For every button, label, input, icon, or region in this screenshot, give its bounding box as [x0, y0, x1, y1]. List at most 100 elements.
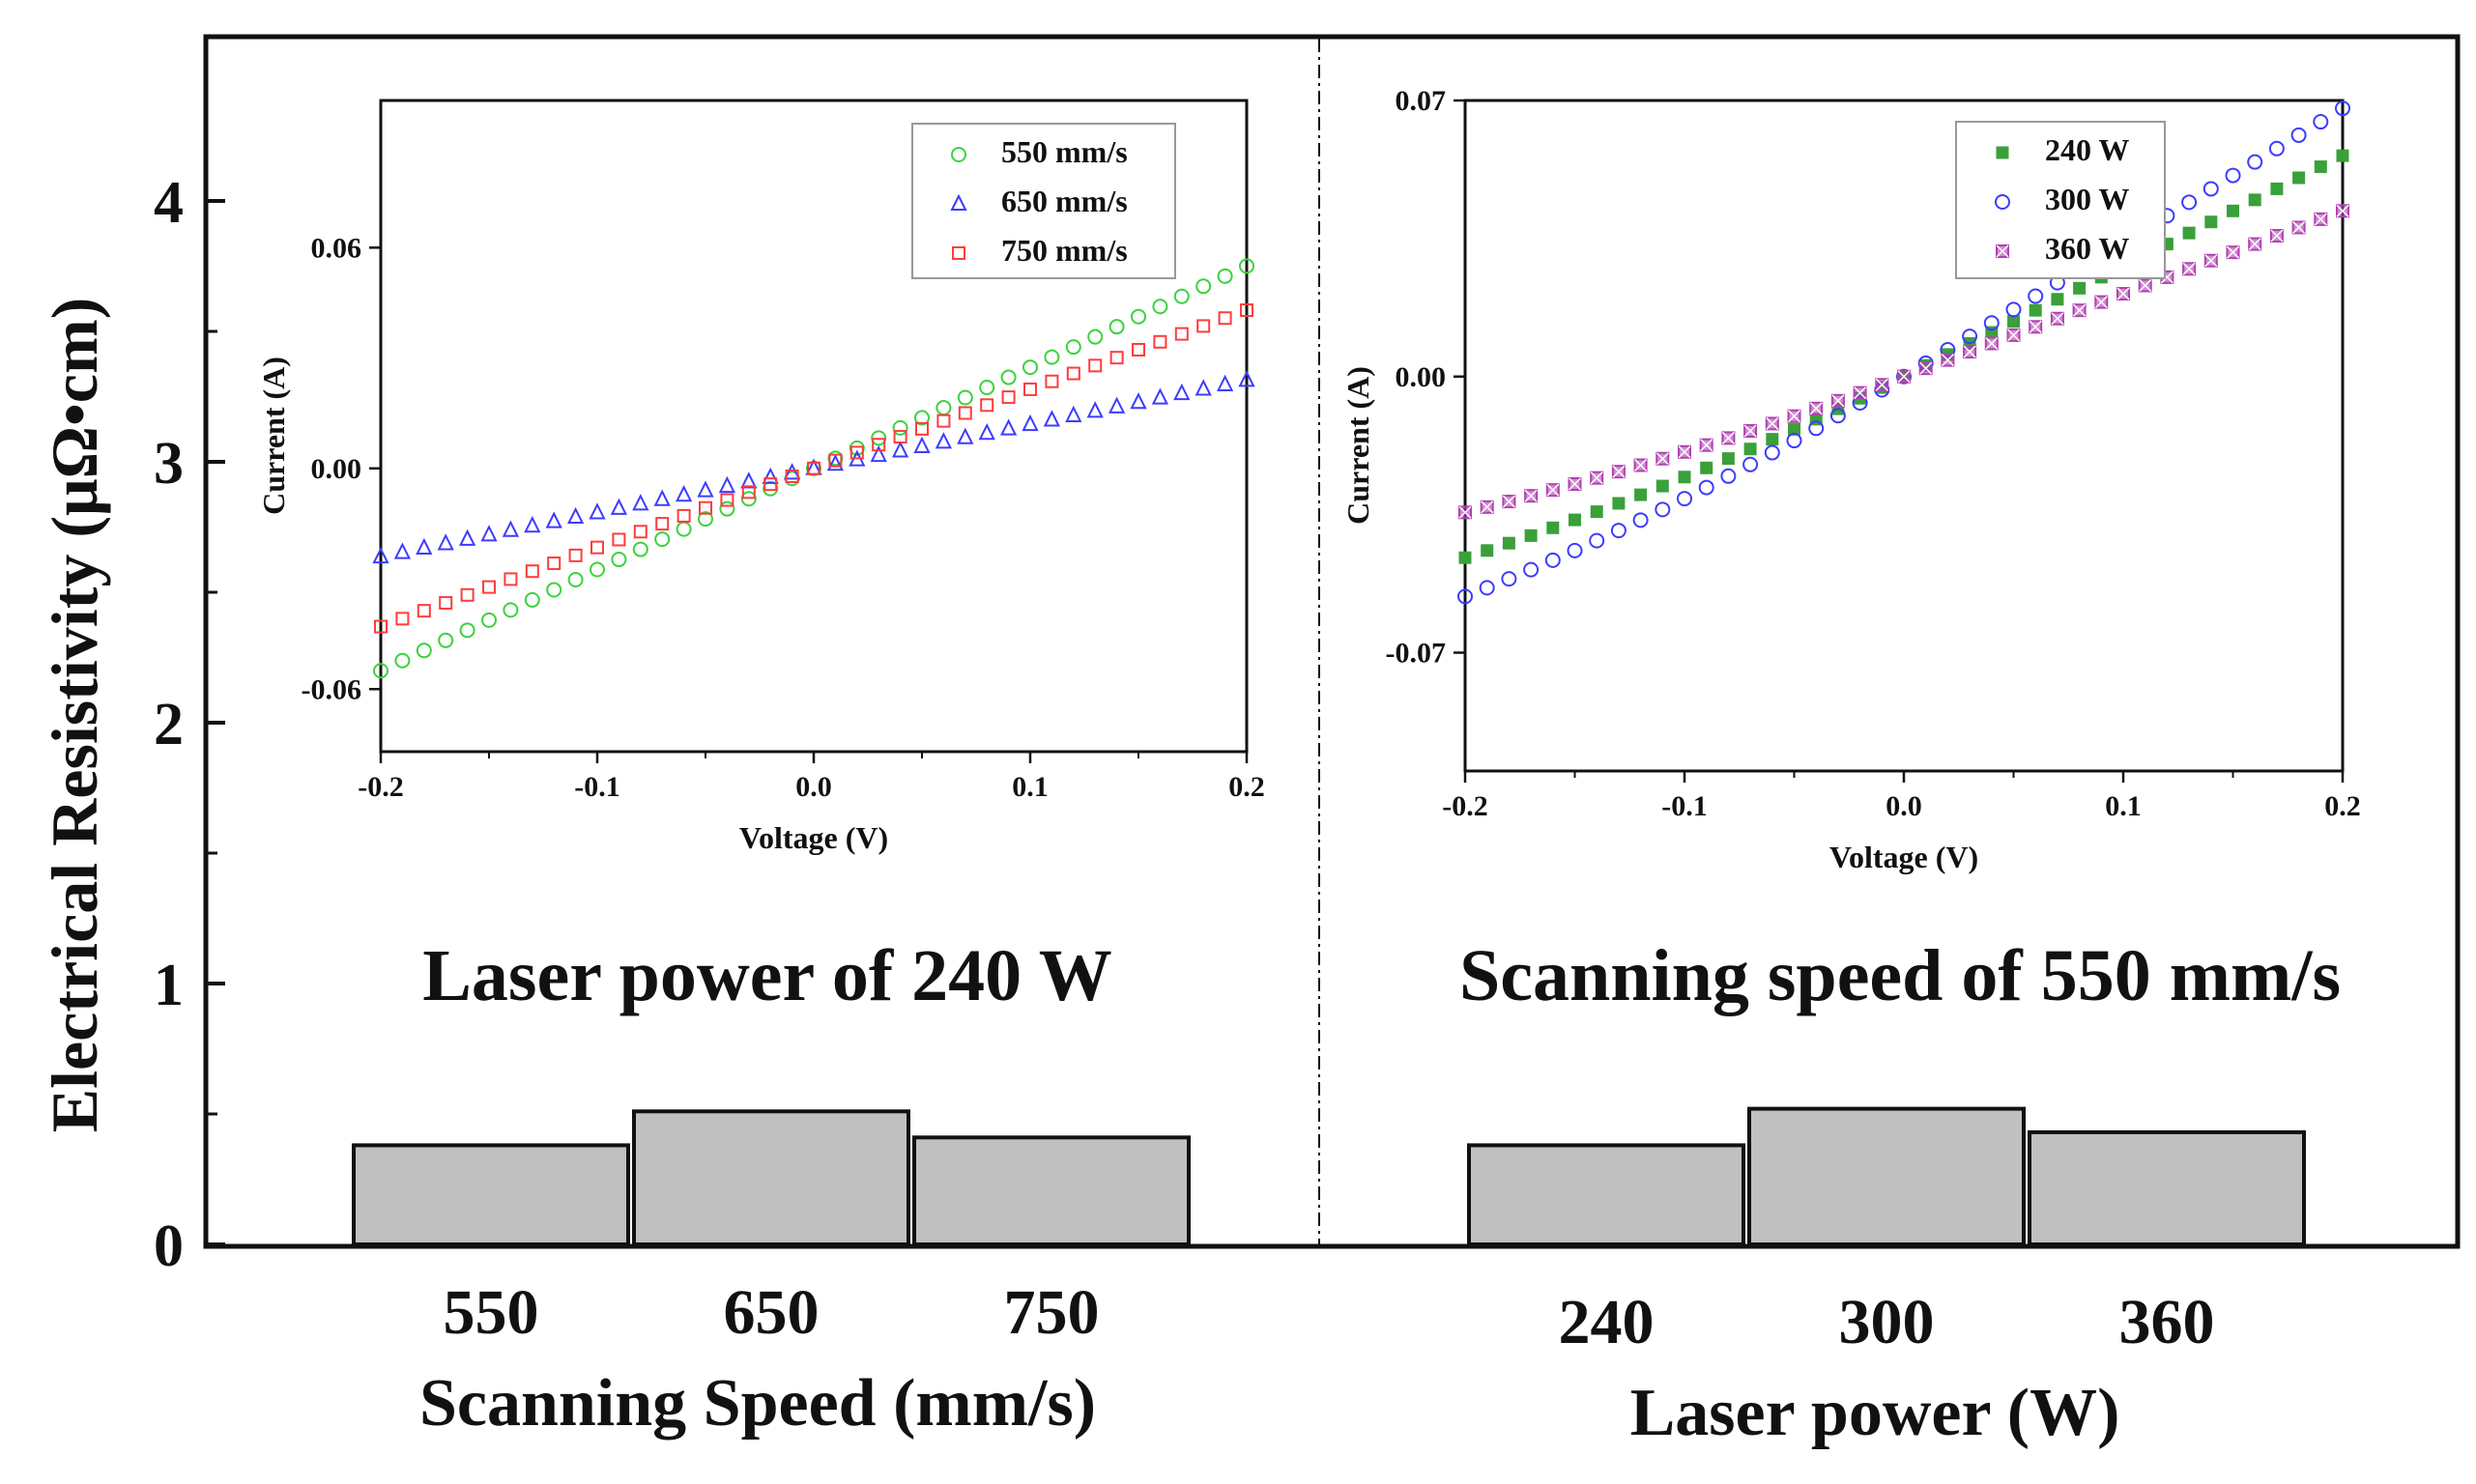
- data-point: [2313, 114, 2329, 130]
- data-point: [785, 469, 799, 483]
- main-y-tick-label: 0: [154, 1213, 184, 1279]
- data-point: [1590, 505, 1603, 519]
- data-point: [1108, 319, 1125, 335]
- data-point: [2335, 100, 2350, 117]
- data-point: [1678, 444, 1691, 459]
- data-point: [2291, 220, 2306, 235]
- data-point: [2005, 301, 2022, 318]
- data-point: [1963, 345, 1977, 359]
- data-point: [1700, 461, 1713, 474]
- data-point: [1962, 328, 1978, 345]
- data-point: [872, 438, 886, 452]
- data-point: [654, 531, 671, 548]
- legend-box: [911, 123, 1176, 279]
- data-point: [1045, 374, 1059, 388]
- data-point: [610, 498, 628, 515]
- data-point: [1545, 483, 1560, 498]
- data-point: [1996, 244, 2009, 258]
- inset-x-tick-label: 0.1: [2105, 790, 2142, 822]
- inset-frame: [1463, 99, 2345, 773]
- data-point: [2029, 303, 2042, 317]
- data-point: [957, 427, 974, 444]
- data-point: [589, 502, 606, 520]
- data-point: [395, 612, 410, 626]
- data-point: [1569, 513, 1581, 527]
- data-point: [504, 572, 518, 586]
- data-point: [2007, 315, 2020, 328]
- inset-x-tick-label: -0.2: [1442, 790, 1488, 822]
- data-point: [915, 421, 929, 436]
- data-point: [1195, 278, 1212, 295]
- data-point: [1022, 414, 1039, 432]
- data-point: [699, 500, 712, 515]
- data-point: [1567, 542, 1583, 558]
- data-point: [892, 419, 908, 436]
- data-point: [2314, 160, 2327, 174]
- data-point: [460, 587, 475, 602]
- legend-label: 240 W: [2045, 132, 2129, 167]
- data-point: [2160, 270, 2174, 284]
- inset-x-axis-label: Voltage (V): [739, 820, 888, 855]
- data-point: [1589, 532, 1605, 549]
- data-point: [568, 548, 583, 562]
- data-point: [480, 525, 498, 542]
- data-point: [675, 484, 693, 502]
- data-point: [1788, 422, 1800, 436]
- data-point: [1000, 369, 1017, 385]
- data-point: [698, 511, 713, 528]
- data-point: [547, 556, 561, 571]
- x-category-label: 240: [1559, 1287, 1655, 1357]
- data-point: [374, 619, 388, 634]
- data-point: [763, 477, 778, 492]
- data-point: [1633, 458, 1648, 472]
- right-panel-title: Scanning speed of 550 mm/s: [1459, 935, 2341, 1016]
- data-point: [1109, 351, 1124, 365]
- inset-y-tick-label: -0.07: [1386, 638, 1447, 670]
- inset-y-tick-label: 0.06: [311, 232, 362, 264]
- data-point: [2138, 278, 2152, 293]
- data-point: [2181, 194, 2198, 211]
- legend-box: [1955, 121, 2166, 279]
- data-point: [1216, 374, 1234, 391]
- data-point: [2203, 253, 2218, 268]
- data-point: [1065, 339, 1081, 356]
- data-point: [1611, 465, 1626, 479]
- data-point: [2248, 237, 2262, 251]
- series-750-mm-s: [374, 303, 1253, 634]
- data-point: [1173, 383, 1191, 401]
- data-point: [1809, 401, 1824, 415]
- data-point: [952, 246, 965, 260]
- data-point: [1983, 315, 2000, 331]
- data-point: [1066, 366, 1080, 381]
- data-point: [503, 602, 519, 618]
- data-point: [762, 467, 779, 484]
- data-point: [1239, 258, 1254, 274]
- data-point: [1808, 420, 1825, 437]
- data-point: [950, 193, 967, 211]
- data-point: [1458, 505, 1472, 520]
- data-point: [1655, 451, 1670, 466]
- main-plot-frame: [203, 34, 2461, 1249]
- data-point: [979, 380, 995, 396]
- bar: [632, 1109, 910, 1247]
- data-point: [417, 604, 431, 618]
- data-point: [2202, 181, 2219, 197]
- data-point: [1743, 423, 1758, 438]
- inset-x-tick-label: -0.2: [358, 771, 404, 803]
- data-point: [1590, 471, 1604, 485]
- data-point: [1786, 433, 1802, 449]
- data-point: [719, 500, 735, 517]
- data-point: [1238, 370, 1255, 387]
- data-point: [1632, 512, 1649, 528]
- data-point: [1174, 327, 1189, 341]
- data-point: [2290, 127, 2307, 143]
- data-point: [1479, 580, 1495, 596]
- data-point: [914, 410, 930, 426]
- bar: [1747, 1106, 2026, 1246]
- data-point: [373, 663, 389, 679]
- main-y-tick-label: 3: [154, 431, 184, 497]
- data-point: [1568, 476, 1582, 491]
- data-point: [1044, 349, 1060, 365]
- x-category-label: 300: [1839, 1287, 1935, 1357]
